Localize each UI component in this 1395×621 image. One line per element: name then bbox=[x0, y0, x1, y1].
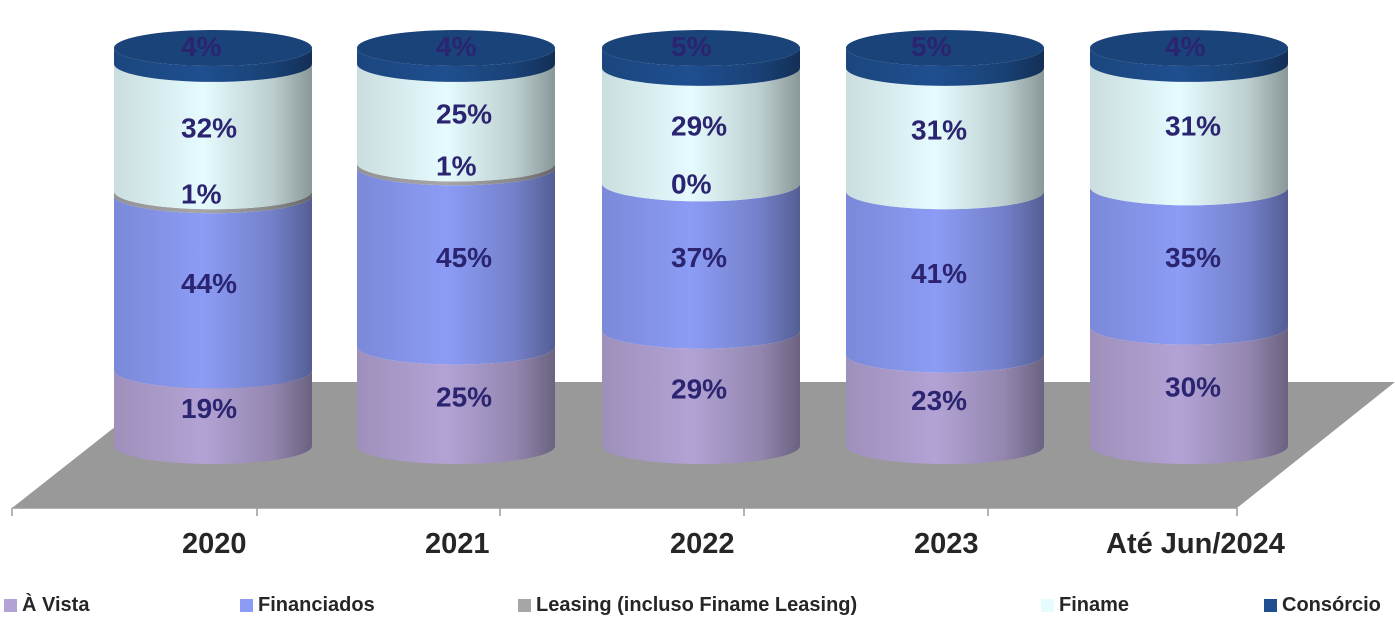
data-label: 44% bbox=[181, 268, 237, 299]
bar-segment bbox=[1090, 187, 1288, 345]
legend-item: Consórcio bbox=[1264, 594, 1381, 617]
legend-swatch bbox=[518, 599, 531, 612]
legend-item: À Vista bbox=[4, 594, 89, 617]
data-label: 4% bbox=[1165, 31, 1206, 62]
data-label: 23% bbox=[911, 385, 967, 416]
bar-segment bbox=[357, 167, 555, 365]
legend-label: Consórcio bbox=[1282, 594, 1381, 616]
bar-segment bbox=[114, 191, 312, 214]
data-label: 5% bbox=[911, 31, 952, 62]
bar-segment bbox=[114, 48, 312, 82]
data-label: 25% bbox=[436, 99, 492, 130]
x-category-label: 2022 bbox=[670, 528, 735, 560]
legend-label: Financiados bbox=[258, 594, 375, 616]
data-label: 37% bbox=[671, 242, 727, 273]
cylinder-0 bbox=[114, 30, 312, 464]
data-label: 29% bbox=[671, 111, 727, 142]
legend-label: À Vista bbox=[22, 594, 90, 616]
data-label: 45% bbox=[436, 242, 492, 273]
x-category-label: 2021 bbox=[425, 528, 490, 560]
data-label: 1% bbox=[181, 178, 222, 209]
legend-item: Leasing (incluso Finame Leasing) bbox=[518, 594, 857, 617]
bar-segment bbox=[114, 63, 312, 210]
bar-segment bbox=[1090, 48, 1288, 82]
cylinder-2 bbox=[602, 30, 800, 464]
bar-segment bbox=[602, 48, 800, 86]
x-category-label: Até Jun/2024 bbox=[1106, 528, 1285, 560]
x-category-label: 2023 bbox=[914, 528, 979, 560]
cylinder-3 bbox=[846, 30, 1044, 464]
bar-segment bbox=[357, 48, 555, 82]
cylinder-4 bbox=[1090, 30, 1288, 464]
legend-swatch bbox=[240, 599, 253, 612]
data-label: 31% bbox=[1165, 111, 1221, 142]
data-label: 32% bbox=[181, 113, 237, 144]
bar-segment bbox=[846, 354, 1044, 464]
legend-label: Finame bbox=[1059, 594, 1130, 616]
bar-segment bbox=[602, 183, 800, 349]
cylinder-top-cap bbox=[846, 30, 1044, 66]
data-label: 5% bbox=[671, 31, 712, 62]
cylinder-top-cap bbox=[1090, 30, 1288, 66]
cylinder-top-cap bbox=[602, 30, 800, 66]
bar-segment bbox=[357, 63, 555, 182]
stacked-cylinder-chart: 19% 44% 1% 32% 4% 25% 45% 1% 25% 4% 29% 37% 0% 29% 5% 2… bbox=[11, 30, 1395, 560]
cylinder-top-cap bbox=[114, 30, 312, 66]
bar-segment bbox=[1090, 63, 1288, 206]
bar-segment bbox=[357, 346, 555, 464]
bar-segment bbox=[846, 191, 1044, 373]
x-category-label: 2020 bbox=[182, 528, 247, 560]
bar-segment bbox=[846, 48, 1044, 86]
data-label: 41% bbox=[911, 258, 967, 289]
bar-segment bbox=[1090, 326, 1288, 464]
data-label: 25% bbox=[436, 381, 492, 412]
data-label: 30% bbox=[1165, 371, 1221, 402]
bar-segment bbox=[114, 195, 312, 389]
cylinder-top-cap bbox=[357, 30, 555, 66]
legend-swatch bbox=[1264, 599, 1277, 612]
bar-segment bbox=[602, 67, 800, 202]
bar-segment bbox=[846, 67, 1044, 210]
data-label: 4% bbox=[436, 31, 477, 62]
bar-segment bbox=[114, 370, 312, 464]
chart-legend: À Vista Financiados Leasing (incluso Finam… bbox=[0, 594, 1395, 621]
legend-swatch bbox=[1041, 599, 1054, 612]
data-label: 0% bbox=[671, 168, 712, 199]
data-label: 19% bbox=[181, 393, 237, 424]
data-label: 29% bbox=[671, 373, 727, 404]
bar-segment bbox=[357, 163, 555, 186]
data-label: 35% bbox=[1165, 242, 1221, 273]
cylinder-1 bbox=[357, 30, 555, 464]
legend-item: Financiados bbox=[240, 594, 375, 617]
legend-swatch bbox=[4, 599, 17, 612]
data-label: 31% bbox=[911, 115, 967, 146]
legend-item: Finame bbox=[1041, 594, 1129, 617]
data-label: 1% bbox=[436, 150, 477, 181]
legend-label: Leasing (incluso Finame Leasing) bbox=[536, 594, 858, 616]
bar-segment bbox=[602, 330, 800, 464]
data-label: 4% bbox=[181, 31, 222, 62]
